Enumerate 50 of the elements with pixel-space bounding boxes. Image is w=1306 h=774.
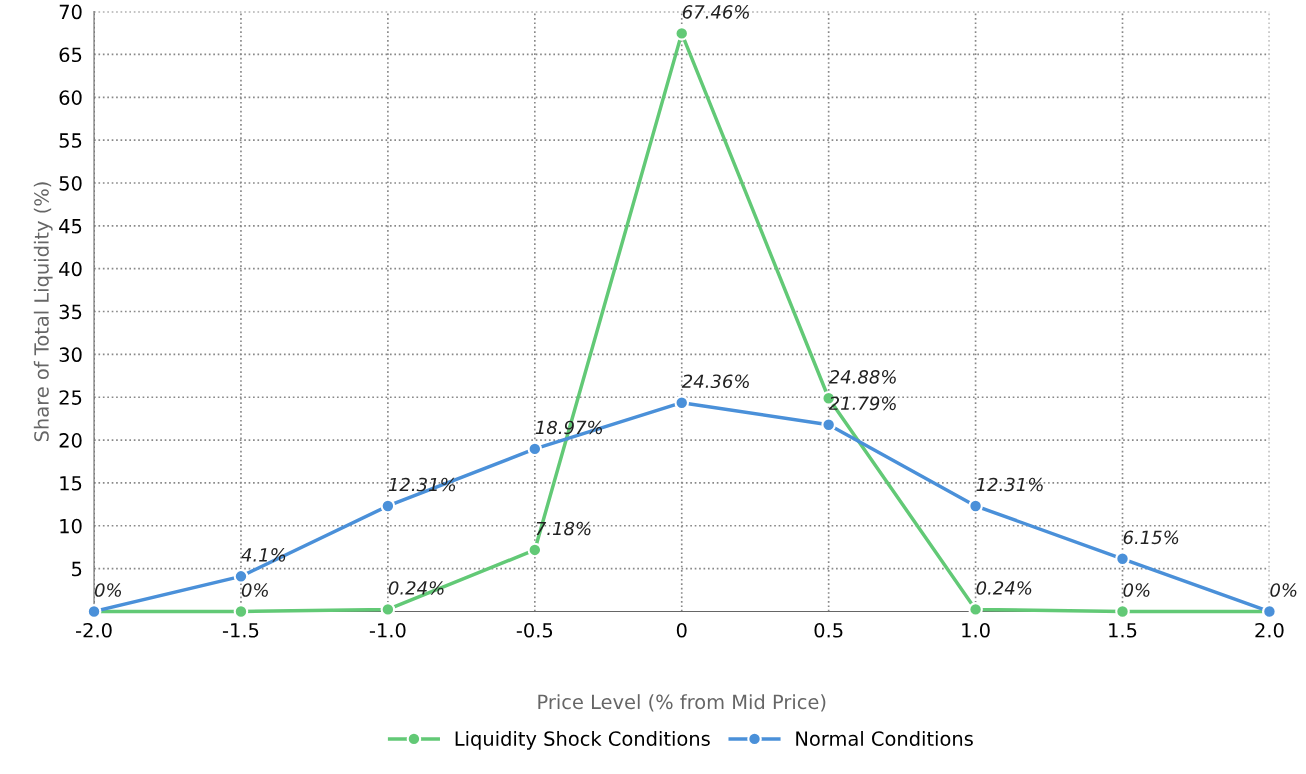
y-tick-label: 35 [59, 304, 82, 320]
point [380, 498, 396, 514]
x-tick-label: -1.5 [222, 623, 259, 638]
x-tick-label: 2.0 [1255, 622, 1284, 638]
x-tick-label: 0.5 [814, 622, 843, 638]
y-tick-label: 20 [59, 433, 82, 448]
data-label: 24.36% [681, 374, 749, 389]
x-tick-label: -2.0 [76, 622, 112, 638]
data-label: 67.46% [682, 5, 749, 19]
x-tick-label: 1.0 [962, 622, 990, 638]
data-label: 0% [1270, 583, 1297, 597]
data-label: 4.1% [241, 548, 286, 562]
y-tick-label: 55 [59, 133, 82, 148]
x-tick-label: 0 [676, 622, 687, 638]
data-label: 0.24% [976, 581, 1032, 595]
data-label: 12.31% [976, 477, 1043, 492]
x-tick-label: -1.0 [369, 622, 406, 638]
y-tick-label: 45 [59, 219, 82, 234]
data-label: 0% [1123, 583, 1150, 597]
y-tick-label: 60 [59, 90, 82, 105]
point [968, 498, 983, 514]
y-tick-label: 10 [60, 518, 82, 534]
point [527, 441, 543, 457]
y-tick-label: 25 [59, 390, 82, 405]
y-tick-label: 30 [59, 347, 82, 363]
data-label: 24.88% [828, 369, 896, 384]
y-tick-label: 65 [59, 47, 82, 63]
y-tick-label: 5 [72, 561, 82, 577]
point [380, 602, 396, 617]
data-label: 6.15% [1123, 530, 1179, 545]
data-label: 0% [241, 583, 268, 597]
y-tick-label: 50 [59, 175, 82, 191]
x-tick-label: 1.5 [1109, 623, 1137, 638]
y-tick-label: 15 [60, 476, 82, 491]
point [1115, 604, 1130, 619]
legend-label: Liquidity Shock Conditions [455, 730, 710, 750]
point [674, 395, 690, 410]
point [233, 604, 249, 619]
point [821, 417, 836, 433]
point [968, 602, 983, 617]
data-label: 0% [94, 583, 122, 597]
data-label: 21.79% [828, 396, 896, 411]
legend-label: Normal Conditions [796, 730, 973, 746]
y-axis-title: Share of Total Liquidity (%) [33, 182, 53, 442]
x-axis-title: Price Level (% from Mid Price) [538, 694, 826, 712]
x-tick-label: -0.5 [516, 622, 553, 638]
y-tick-label: 70 [59, 4, 82, 20]
point [1115, 551, 1130, 567]
point [233, 569, 249, 584]
y-tick-label: 40 [59, 261, 82, 277]
